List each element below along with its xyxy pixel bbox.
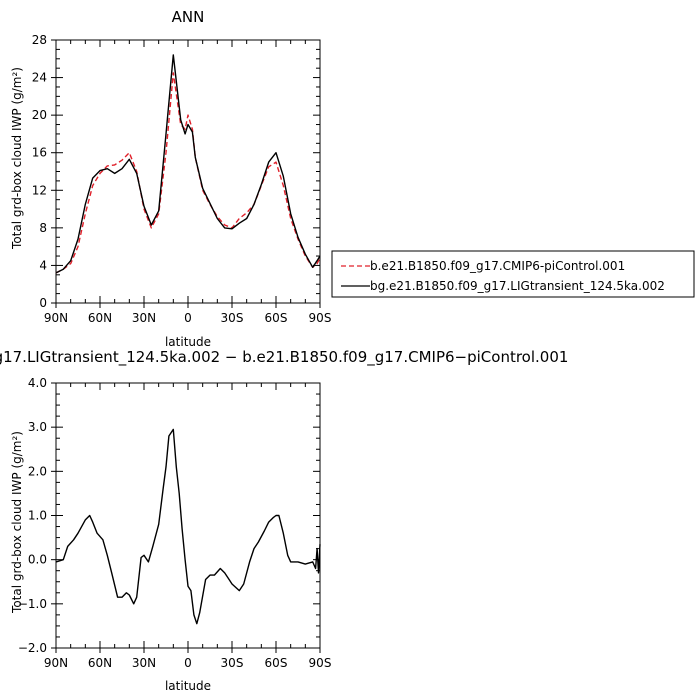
top-series-line-2	[55, 54, 321, 274]
top-y-tick-label: 20	[32, 108, 47, 122]
top-plot-area: 90N 60N 30N 0 30S 60S 90S 0 4 8 12 16 20 24 28	[32, 33, 332, 325]
top-y-tick-label: 16	[32, 146, 47, 160]
top-y-axis-label: Total grd-box cloud IWP (g/m²)	[10, 67, 24, 250]
bottom-x-tick-label: 90N	[44, 656, 68, 670]
top-chart: ANN 90N 60N 30N 0 30S 60S 90S 0 4 8 12 16 20 24 28 lat…	[10, 8, 331, 349]
bottom-chart-title: bg.e21.B1850.f09_g17.LIGtransient_124.5k…	[0, 348, 568, 367]
legend-label-series-2: bg.e21.B1850.f09_g17.LIGtransient_124.5k…	[370, 279, 665, 293]
bottom-x-tick-label: 0	[184, 656, 192, 670]
top-x-tick-label: 30S	[221, 311, 244, 325]
bottom-y-tick-label: 1.0	[28, 509, 47, 523]
top-x-tick-label: 60N	[88, 311, 112, 325]
top-y-tick-label: 24	[32, 71, 47, 85]
top-y-tick-label: 4	[39, 258, 47, 272]
top-x-axis-label: latitude	[165, 335, 211, 349]
bottom-chart: bg.e21.B1850.f09_g17.LIGtransient_124.5k…	[0, 348, 568, 693]
bottom-y-axis-label: Total grd-box cloud IWP (g/m²)	[10, 431, 24, 614]
bottom-y-tick-label: −1.0	[18, 597, 47, 611]
top-chart-title: ANN	[172, 8, 205, 26]
bottom-series-line-1	[55, 428, 321, 625]
bottom-x-tick-label: 30N	[132, 656, 156, 670]
top-x-tick-label: 0	[184, 311, 192, 325]
top-x-tick-label: 60S	[265, 311, 288, 325]
bottom-x-tick-label: 30S	[221, 656, 244, 670]
bottom-y-tick-label: 4.0	[28, 376, 47, 390]
legend: b.e21.B1850.f09_g17.CMIP6-piControl.001 …	[331, 250, 695, 298]
bottom-x-tick-label: 90S	[309, 656, 332, 670]
legend-label-series-1: b.e21.B1850.f09_g17.CMIP6-piControl.001	[370, 259, 625, 273]
bottom-x-tick-label: 60N	[88, 656, 112, 670]
top-y-tick-label: 0	[39, 296, 47, 310]
top-y-tick-label: 8	[39, 221, 47, 235]
bottom-x-tick-label: 60S	[265, 656, 288, 670]
bottom-y-tick-label: 3.0	[28, 420, 47, 434]
bottom-plot-area: 90N 60N 30N 0 30S 60S 90S −2.0 −1.0 0.0 1.0 2.0 3.0 4…	[18, 376, 332, 670]
bottom-x-axis-label: latitude	[165, 679, 211, 693]
top-plot-frame	[55, 39, 321, 304]
top-y-tick-label: 28	[32, 33, 47, 47]
bottom-y-tick-label: −2.0	[18, 641, 47, 655]
top-x-tick-label: 30N	[132, 311, 156, 325]
top-series-line-1	[55, 72, 321, 274]
bottom-plot-frame	[55, 382, 321, 649]
bottom-y-tick-label: 0.0	[28, 553, 47, 567]
bottom-y-tick-label: 2.0	[28, 464, 47, 478]
legend-box	[331, 250, 695, 298]
top-x-tick-label: 90N	[44, 311, 68, 325]
top-x-tick-label: 90S	[309, 311, 332, 325]
top-y-tick-label: 12	[32, 183, 47, 197]
